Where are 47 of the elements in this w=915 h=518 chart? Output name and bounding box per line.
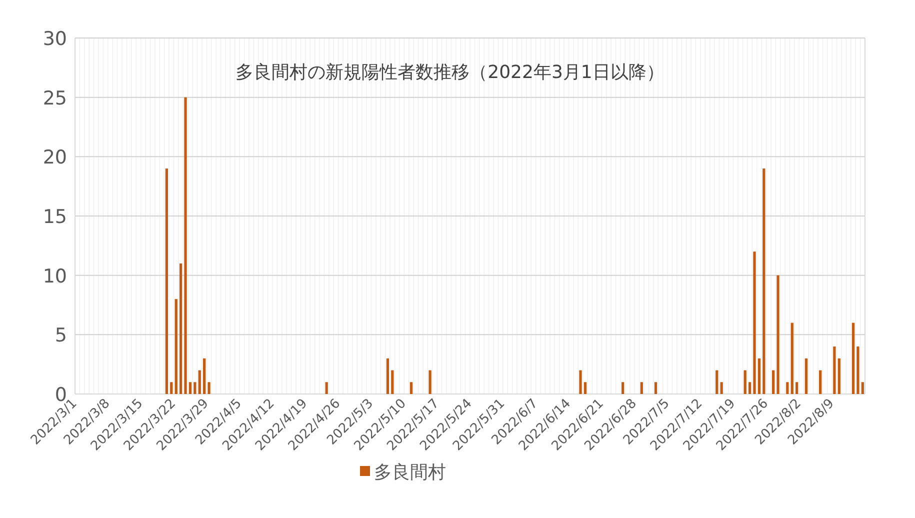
y-tick-label: 30	[42, 28, 67, 50]
bar	[861, 382, 864, 394]
bar	[833, 346, 836, 394]
bar	[428, 370, 432, 394]
bar	[748, 382, 752, 394]
y-tick-label: 20	[42, 146, 67, 169]
bar	[654, 382, 658, 394]
bar	[194, 382, 196, 394]
bar	[838, 358, 840, 394]
bar	[819, 370, 822, 394]
bar	[758, 358, 761, 394]
bar	[804, 358, 808, 394]
y-tick-label: 15	[42, 206, 67, 228]
bar	[716, 370, 718, 394]
y-tick-label: 25	[42, 87, 67, 110]
bar	[188, 382, 192, 394]
bar	[640, 382, 643, 394]
bar	[170, 382, 173, 394]
bar	[410, 382, 413, 394]
bar	[744, 370, 746, 394]
bar	[856, 346, 860, 394]
bar	[762, 168, 766, 394]
text: 多良間村の新規陽性者数推移（2022年3月1日以降）	[236, 62, 664, 83]
bar	[391, 370, 394, 394]
bar	[184, 97, 187, 394]
bar	[203, 358, 206, 394]
bar	[165, 168, 168, 394]
legend-label: 多良間村	[374, 462, 446, 483]
bar	[790, 322, 794, 394]
bar	[325, 382, 328, 394]
bar	[584, 382, 587, 394]
bar	[579, 370, 582, 394]
y-tick-label: 5	[54, 324, 67, 347]
bar	[174, 299, 178, 394]
bar	[776, 275, 780, 394]
bar	[179, 263, 182, 394]
bar	[786, 382, 789, 394]
bar	[772, 370, 775, 394]
bar	[796, 382, 798, 394]
bar	[622, 382, 624, 394]
bar	[753, 252, 756, 394]
y-tick-label: 10	[42, 265, 67, 288]
bar	[198, 370, 201, 394]
bar	[720, 382, 723, 394]
bar	[852, 322, 855, 394]
bar	[386, 358, 390, 394]
bar	[208, 382, 210, 394]
